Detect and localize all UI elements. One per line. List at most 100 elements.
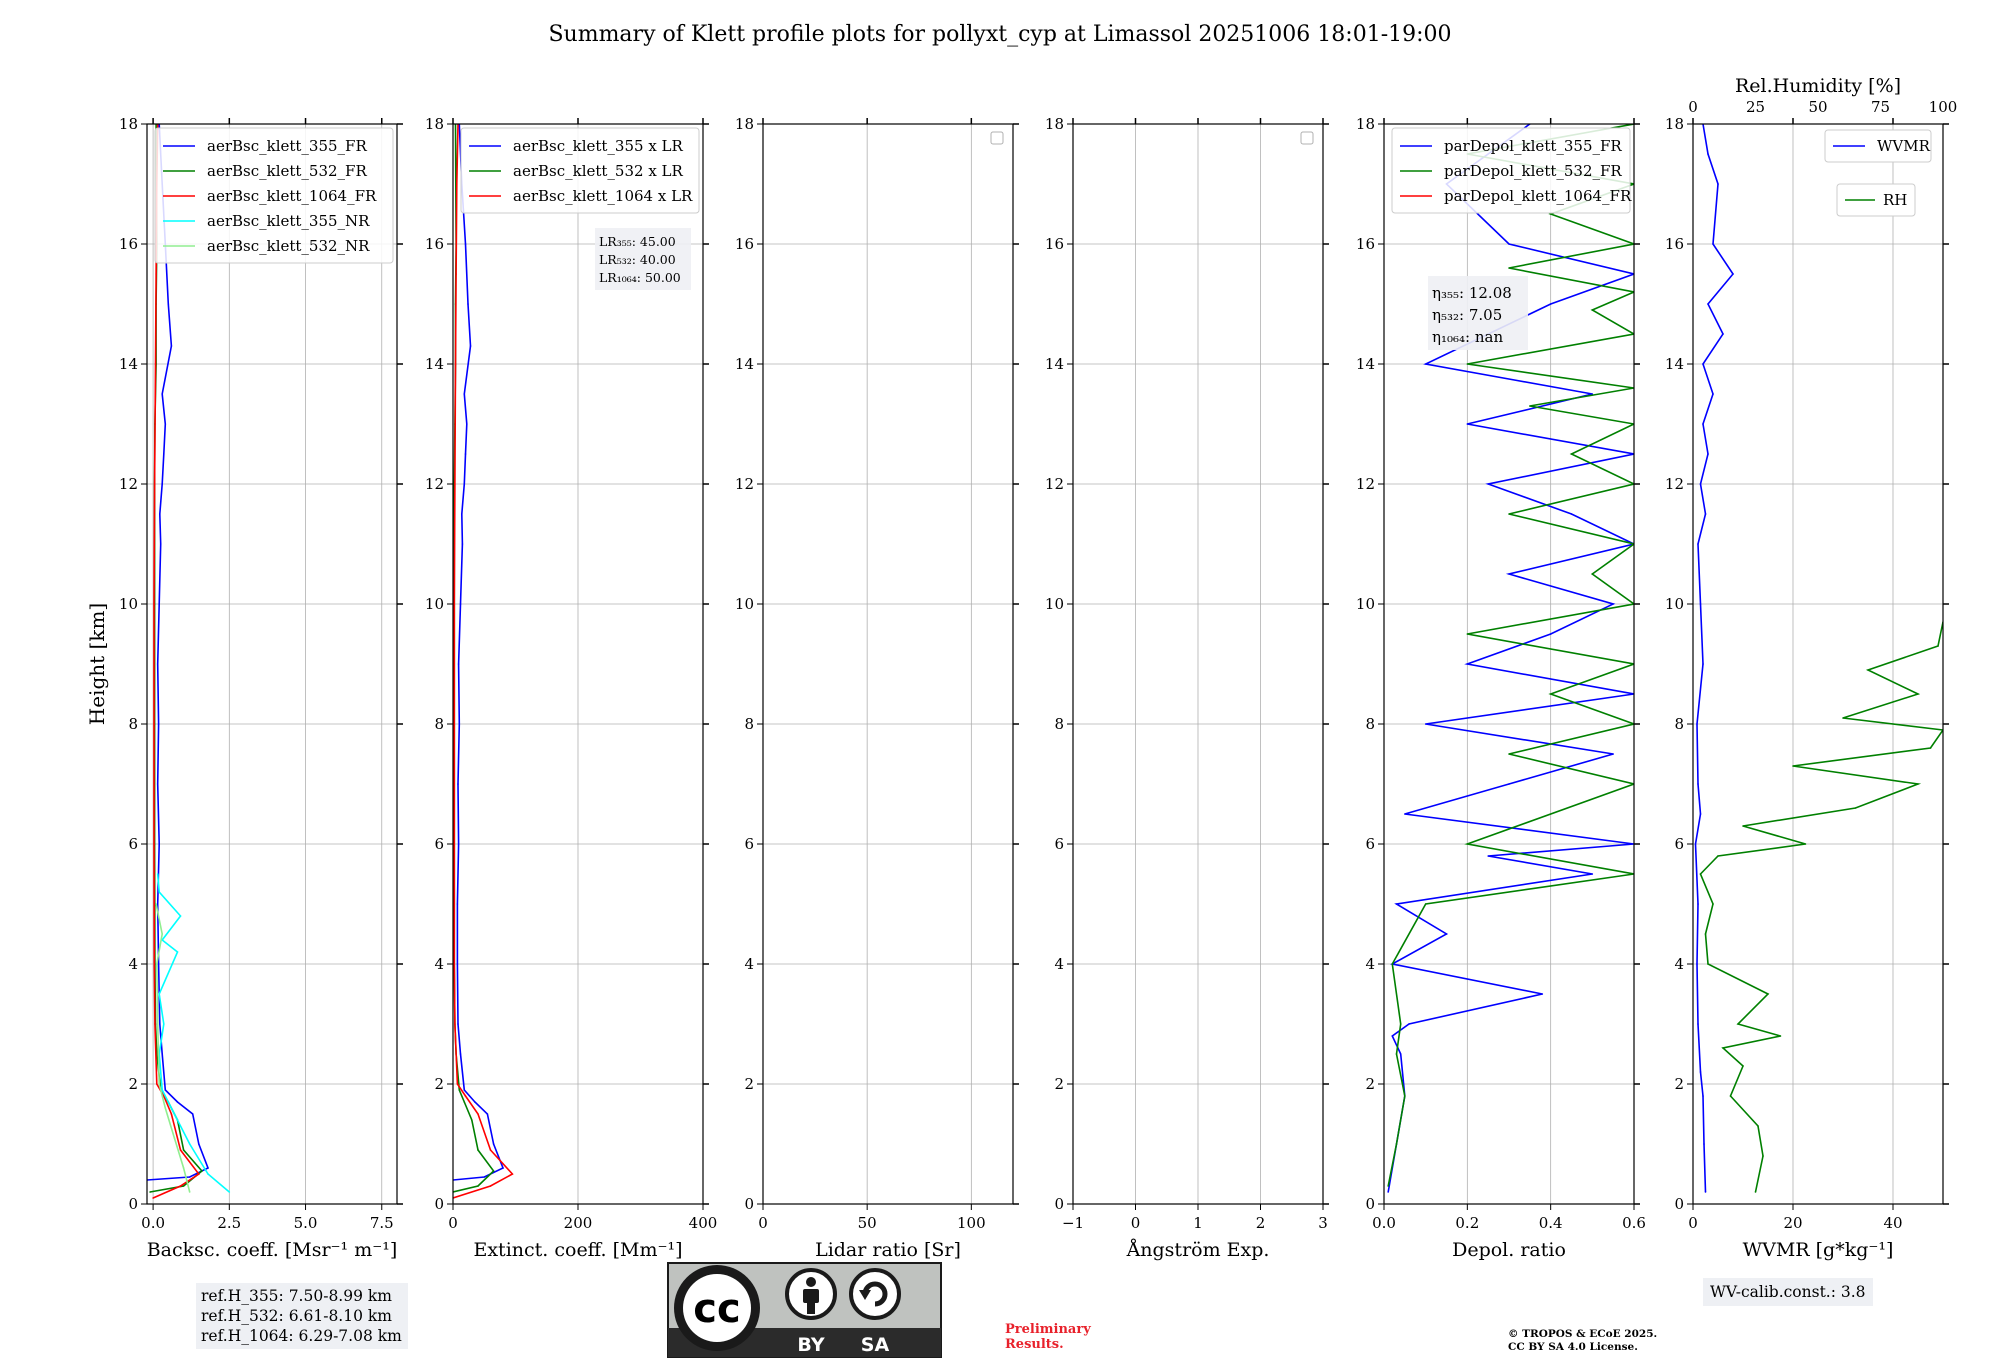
y-tick-label: 18	[425, 115, 444, 133]
y-tick-label: 18	[1356, 115, 1375, 133]
data-point-RH	[1937, 645, 1939, 647]
axes-frame	[1692, 123, 1944, 1205]
top-x-tick-label: 100	[1929, 98, 1958, 116]
data-point-aerBsc_klett_532_NR	[164, 1107, 167, 1109]
data-point-aerBsc_klett_355_FR	[157, 963, 160, 965]
x-tick-label: 50	[858, 1214, 877, 1232]
data-point-aerBsc_klett_532 x LR	[477, 1185, 479, 1187]
data-point-aerBsc_klett_1064_FR	[153, 723, 155, 725]
cc-by-sa-license-logo: cc BY SA	[667, 1262, 942, 1358]
legend-label: aerBsc_klett_1064_FR	[207, 187, 377, 205]
data-point-parDepol_klett_532_FR	[1529, 405, 1531, 407]
data-point-aerBsc_klett_1064_FR	[179, 1185, 182, 1187]
legend-label: aerBsc_klett_355_FR	[207, 137, 367, 155]
data-point-parDepol_klett_532_FR	[1466, 363, 1469, 365]
data-point-aerBsc_klett_532_FR	[182, 1185, 185, 1187]
series-group-water_vapor	[1694, 124, 1943, 1193]
legend-label: aerBsc_klett_532 x LR	[513, 162, 684, 180]
x-tick-label: 0	[1688, 1214, 1698, 1232]
data-point-aerBsc_klett_1064 x LR	[454, 363, 457, 365]
data-point-aerBsc_klett_532_NR	[156, 1023, 159, 1025]
top-x-tick-label: 50	[1808, 98, 1827, 116]
data-point-aerBsc_klett_355_FR	[198, 1143, 200, 1145]
data-point-WVMR	[1702, 363, 1704, 365]
ref-height-1064: ref.H_1064: 6.29-7.08 km	[201, 1327, 402, 1345]
data-point-WVMR	[1696, 963, 1698, 965]
annotation-text: LR₃₅₅: 45.00	[599, 234, 676, 249]
data-point-aerBsc_klett_355 x LR	[465, 423, 468, 425]
license-by-label: BY	[797, 1334, 824, 1356]
data-point-aerBsc_klett_355_FR	[188, 1176, 191, 1178]
data-point-aerBsc_klett_1064 x LR	[455, 273, 457, 275]
data-point-parDepol_klett_355_FR	[1549, 633, 1552, 635]
data-point-RH	[1712, 903, 1714, 905]
data-point-aerBsc_klett_355_FR	[156, 783, 159, 785]
ref-height-532: ref.H_532: 6.61-8.10 km	[201, 1307, 392, 1325]
y-tick-label: 0	[128, 1195, 138, 1213]
x-tick-label: 20	[1783, 1214, 1802, 1232]
data-point-parDepol_klett_355_FR	[1541, 993, 1544, 995]
data-point-RH	[1722, 1047, 1724, 1049]
data-point-aerBsc_klett_1064_FR	[154, 363, 157, 365]
data-point-aerBsc_klett_1064 x LR	[453, 963, 456, 965]
data-point-aerBsc_klett_355_FR	[161, 1053, 164, 1055]
x-tick-label: 100	[957, 1214, 986, 1232]
data-point-parDepol_klett_355_FR	[1408, 1023, 1410, 1025]
data-point-aerBsc_klett_1064_FR	[153, 483, 156, 485]
data-point-WVMR	[1699, 483, 1702, 485]
data-point-aerBsc_klett_355 x LR	[483, 1176, 486, 1178]
x-tick-label: 0.0	[141, 1214, 165, 1232]
legend-label: parDepol_klett_1064_FR	[1444, 187, 1632, 205]
data-point-RH	[1804, 843, 1807, 845]
data-point-parDepol_klett_355_FR	[1445, 933, 1448, 935]
data-point-aerBsc_klett_355 x LR	[457, 843, 460, 845]
data-point-aerBsc_klett_355_NR	[156, 873, 159, 875]
data-point-parDepol_klett_532_FR	[1466, 843, 1469, 845]
data-point-WVMR	[1696, 723, 1698, 725]
data-point-parDepol_klett_532_FR	[1387, 1185, 1389, 1187]
x-axis-label: WVMR [g*kg⁻¹]	[1743, 1239, 1894, 1261]
data-point-aerBsc_klett_1064_FR	[155, 1083, 158, 1085]
reference-height-box: ref.H_355: 7.50-8.99 km ref.H_532: 6.61-…	[196, 1283, 408, 1349]
x-tick-label: 0	[448, 1214, 458, 1232]
y-tick-label: 8	[744, 715, 754, 733]
data-point-aerBsc_klett_532_NR	[158, 1083, 160, 1085]
panel-extinction: 0 2 4 6 8 10 12 14 16 18 0 200 400 Extinct. coeff. [M…	[425, 115, 717, 1261]
legend-label: RH	[1883, 191, 1907, 209]
data-point-aerBsc_klett_355_FR	[162, 453, 165, 455]
legend-box	[154, 127, 394, 264]
axes-frame	[1383, 123, 1635, 1205]
y-tick-label: 12	[425, 475, 444, 493]
data-point-aerBsc_klett_532 x LR	[470, 1119, 473, 1121]
data-point-parDepol_klett_532_FR	[1591, 309, 1594, 311]
x-tick-label: 40	[1883, 1214, 1902, 1232]
figure-title: Summary of Klett profile plots for polly…	[548, 22, 1452, 47]
y-tick-label: 12	[735, 475, 754, 493]
data-point-aerBsc_klett_532 x LR	[458, 1089, 461, 1091]
axes-frame	[146, 123, 398, 1205]
data-point-parDepol_klett_532_FR	[1508, 753, 1510, 755]
annotation-text: LR₅₃₂: 40.00	[599, 252, 676, 267]
y-tick-label: 14	[1356, 355, 1375, 373]
cc-logo-text: cc	[693, 1286, 740, 1332]
legend-label: aerBsc_klett_1064 x LR	[513, 187, 693, 205]
y-tick-label: 2	[434, 1075, 444, 1093]
data-point-WVMR	[1707, 153, 1709, 155]
data-point-parDepol_klett_355_FR	[1404, 813, 1406, 815]
data-point-aerBsc_klett_355_FR	[207, 1167, 209, 1169]
data-point-WVMR	[1712, 243, 1714, 245]
data-point-WVMR	[1697, 543, 1699, 545]
y-tick-label: 0	[1674, 1195, 1684, 1213]
data-point-WVMR	[1704, 513, 1707, 515]
data-point-WVMR	[1717, 183, 1719, 185]
data-point-aerBsc_klett_532_NR	[182, 1167, 185, 1169]
data-point-aerBsc_klett_355_NR	[158, 891, 160, 893]
data-point-WVMR	[1712, 393, 1714, 395]
data-point-parDepol_klett_355_FR	[1399, 1053, 1402, 1055]
data-point-WVMR	[1699, 1071, 1702, 1073]
data-point-aerBsc_klett_1064_FR	[153, 603, 155, 605]
data-point-aerBsc_klett_355 x LR	[458, 723, 461, 725]
data-point-WVMR	[1697, 783, 1699, 785]
